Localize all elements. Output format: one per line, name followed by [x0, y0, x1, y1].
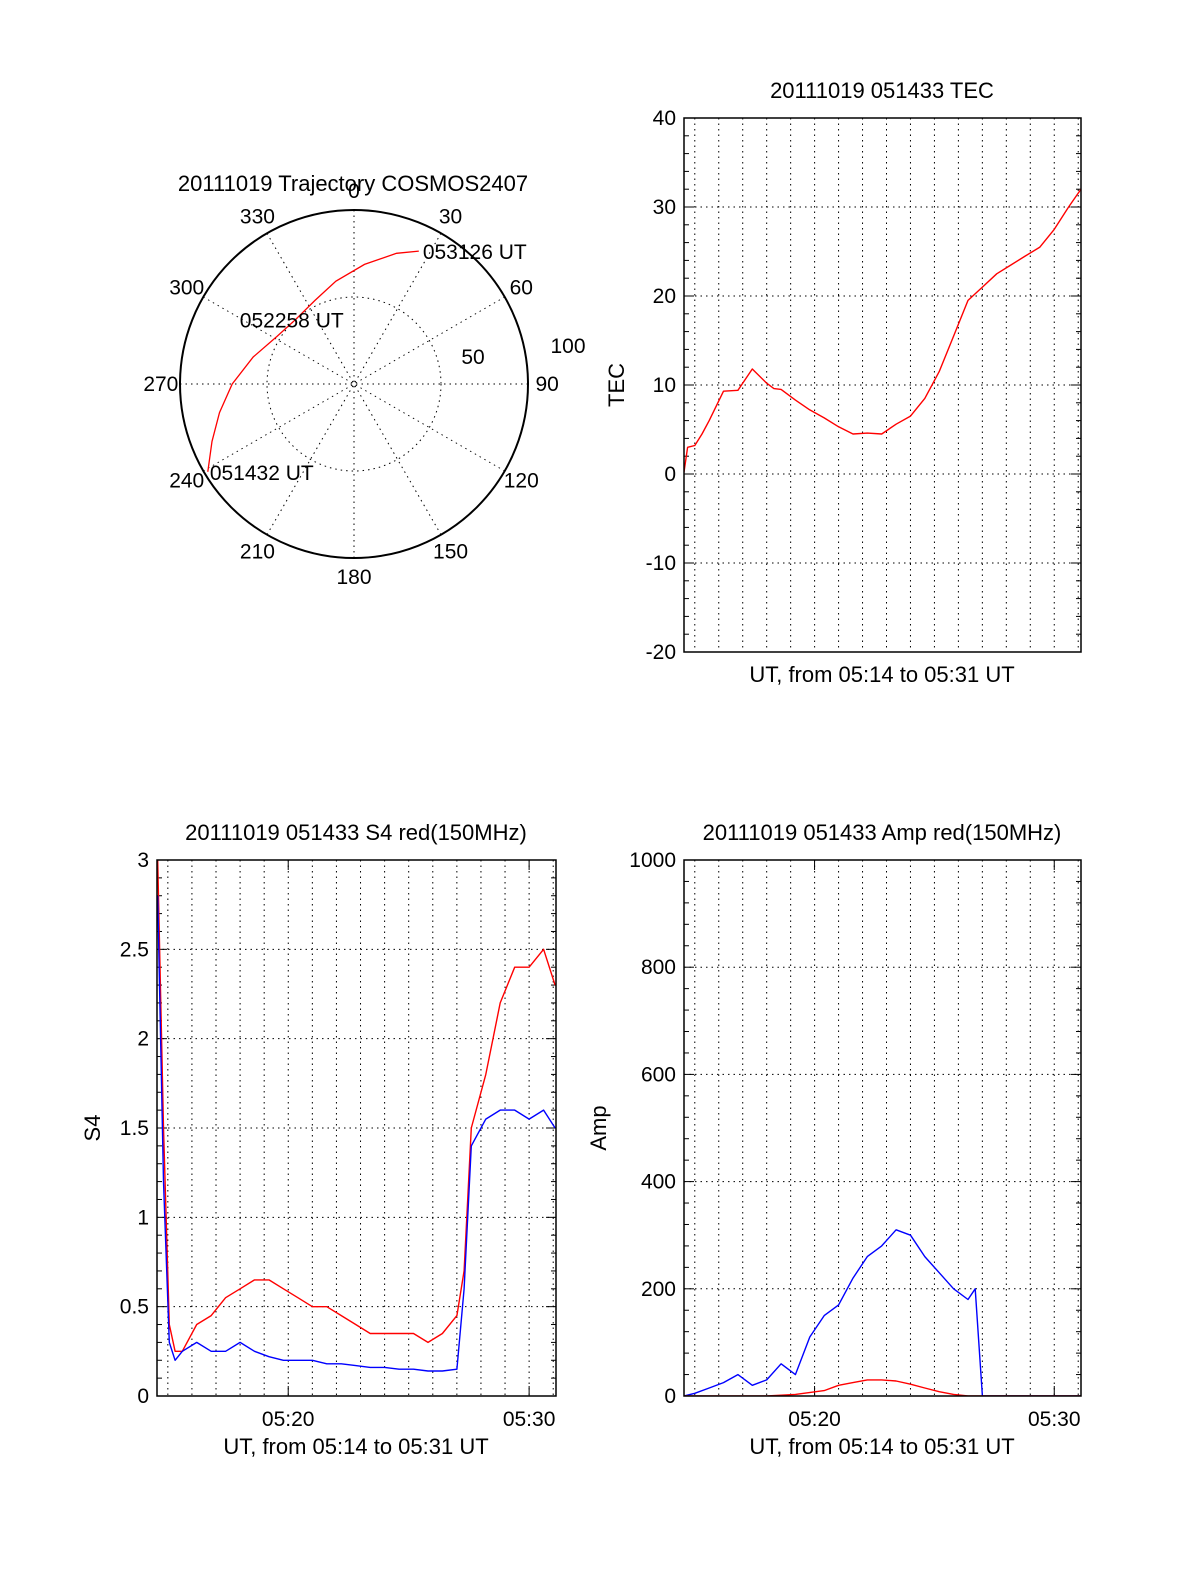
- plot-frame: [683, 117, 1082, 653]
- polar-grid: [179, 209, 529, 559]
- polar-radius-label: 100: [550, 335, 585, 358]
- polar-angle-label: 210: [240, 540, 275, 563]
- y-tick-label: 0.5: [120, 1296, 149, 1319]
- y-tick-label: 800: [641, 956, 676, 979]
- x-tick-label: 05:30: [1028, 1408, 1081, 1431]
- s4-xlabel: UT, from 05:14 to 05:31 UT: [223, 1434, 488, 1459]
- amp-xlabel: UT, from 05:14 to 05:31 UT: [749, 1434, 1014, 1459]
- s4-plot-area: 0 0.5 1 1.5 2 2.5 3 05:20 05:30: [120, 849, 557, 1431]
- tec-plot-area: -20 -10 0 10 20 30 40: [646, 107, 1082, 664]
- s4-title: 20111019 051433 S4 red(150MHz): [185, 820, 527, 845]
- y-tick-label: 1000: [629, 849, 676, 872]
- polar-angle-label: 270: [143, 373, 178, 396]
- y-tick-label: 40: [653, 107, 676, 130]
- polar-labels: 0 30 60 90 120 150 180 210 240 270 300 330 50 100 0531…: [143, 180, 585, 589]
- y-tick-label: 2.5: [120, 938, 149, 961]
- tec-xlabel: UT, from 05:14 to 05:31 UT: [749, 662, 1014, 687]
- s4-panel: 20111019 051433 S4 red(150MHz) UT, from …: [80, 820, 557, 1459]
- y-tick-label: 600: [641, 1063, 676, 1086]
- y-tick-label: 10: [653, 374, 676, 397]
- y-tick-label: 30: [653, 196, 676, 219]
- polar-angle-label: 0: [348, 180, 360, 203]
- tec-ylabel: TEC: [604, 363, 629, 407]
- series-line-red: [684, 1379, 1081, 1396]
- plot-frame: [156, 859, 557, 1397]
- polar-angle-label: 180: [336, 566, 371, 589]
- trajectory-line: [207, 250, 419, 472]
- polar-angle-label: 90: [535, 373, 558, 396]
- trajectory-time-annotation: 051432 UT: [210, 462, 314, 485]
- polar-angle-label: 120: [504, 470, 539, 493]
- amp-title: 20111019 051433 Amp red(150MHz): [703, 820, 1062, 845]
- amp-ylabel: Amp: [586, 1105, 611, 1150]
- polar-spoke: [266, 233, 442, 535]
- series-line-red: [684, 188, 1081, 473]
- y-tick-label: 0: [664, 463, 676, 486]
- polar-angle-label: 60: [510, 276, 533, 299]
- polar-ring-50: [266, 296, 442, 472]
- y-tick-label: -10: [646, 552, 676, 575]
- trajectory-title: 20111019 Trajectory COSMOS2407: [178, 171, 528, 196]
- plot-frame: [683, 859, 1082, 1397]
- y-tick-label: 20: [653, 285, 676, 308]
- y-tick-label: 400: [641, 1171, 676, 1194]
- y-tick-label: 1: [137, 1206, 149, 1229]
- y-tick-label: 0: [664, 1385, 676, 1408]
- polar-angle-label: 240: [169, 470, 204, 493]
- y-tick-label: -20: [646, 641, 676, 664]
- trajectory-time-annotation: 053126 UT: [423, 241, 527, 264]
- x-tick-label: 05:30: [503, 1408, 556, 1431]
- series-line-blue: [157, 895, 556, 1372]
- series-line-red: [157, 860, 556, 1352]
- amp-plot-area: 0 200 400 600 800 1000 05:20 05:30: [629, 849, 1082, 1431]
- polar-angle-label: 330: [240, 206, 275, 229]
- amp-panel: 20111019 051433 Amp red(150MHz) UT, from…: [586, 820, 1082, 1459]
- y-tick-label: 1.5: [120, 1117, 149, 1140]
- polar-angle-label: 30: [439, 206, 462, 229]
- trajectory-polar-panel: 20111019 Trajectory COSMOS2407 0 30 60 90 12…: [143, 171, 585, 589]
- polar-radius-label: 50: [461, 346, 484, 369]
- tec-title: 20111019 051433 TEC: [770, 78, 994, 103]
- tec-panel: 20111019 051433 TEC UT, from 05:14 to 05…: [604, 78, 1082, 687]
- y-tick-label: 2: [137, 1028, 149, 1051]
- series-line-blue: [684, 1229, 1081, 1396]
- polar-angle-label: 300: [169, 276, 204, 299]
- s4-ylabel: S4: [80, 1115, 105, 1142]
- polar-spoke: [266, 233, 442, 535]
- y-tick-label: 200: [641, 1278, 676, 1301]
- trajectory-time-annotation: 052258 UT: [240, 309, 344, 332]
- polar-angle-label: 150: [433, 540, 468, 563]
- x-tick-label: 05:20: [262, 1408, 315, 1431]
- polar-series: [207, 250, 419, 472]
- x-tick-label: 05:20: [788, 1408, 841, 1431]
- y-tick-label: 3: [137, 849, 149, 872]
- y-tick-label: 0: [137, 1385, 149, 1408]
